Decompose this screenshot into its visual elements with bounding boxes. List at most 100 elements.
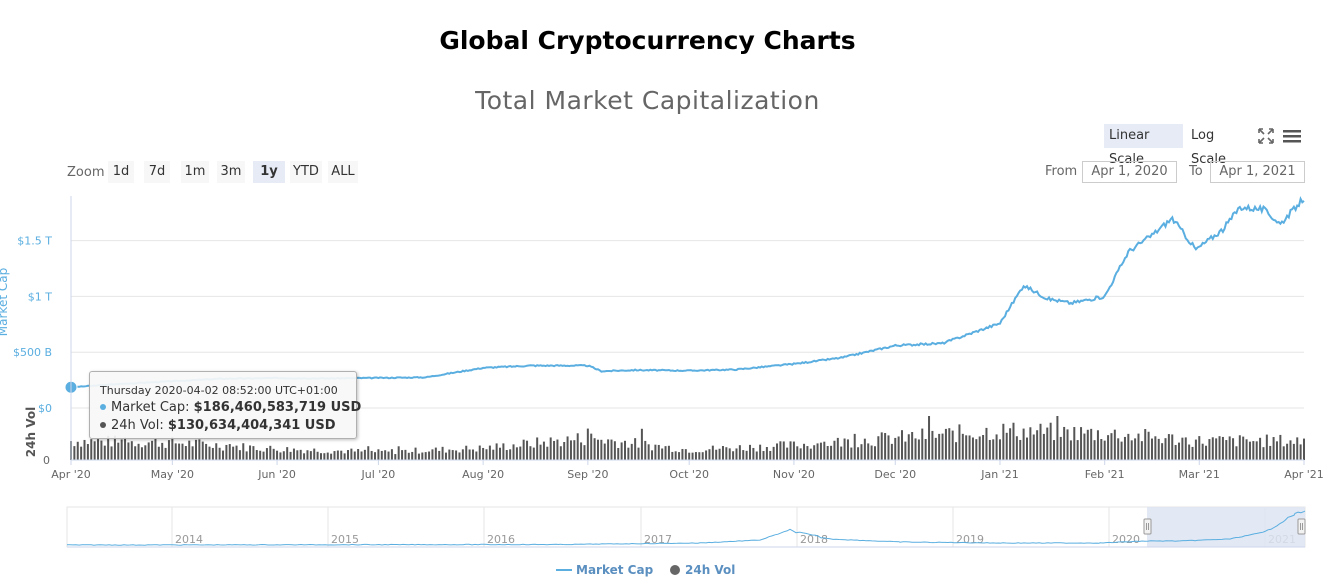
y-tick-label: $1 T xyxy=(28,290,52,303)
fullscreen-icon[interactable] xyxy=(1254,124,1278,148)
volume-bar xyxy=(542,441,545,460)
volume-bar xyxy=(401,450,404,460)
volume-bar xyxy=(742,450,745,460)
volume-bar xyxy=(1093,440,1096,460)
zoom-3m-button[interactable]: 3m xyxy=(217,161,245,183)
volume-bar xyxy=(387,451,390,460)
volume-bar xyxy=(1248,441,1251,460)
volume-bar xyxy=(1120,441,1123,460)
volume-bar xyxy=(651,450,654,460)
navigator-year-label: 2020 xyxy=(1112,533,1140,546)
volume-bar xyxy=(975,439,978,460)
data-tooltip: Thursday 2020-04-02 08:52:00 UTC+01:00 M… xyxy=(89,371,361,439)
volume-bar xyxy=(732,451,735,460)
volume-bar xyxy=(1245,439,1248,460)
tooltip-volume-value: $130,634,404,341 USD xyxy=(167,418,336,433)
legend-volume[interactable]: 24h Vol xyxy=(670,563,735,577)
tooltip-market-cap-value: $186,460,583,719 USD xyxy=(193,400,362,415)
volume-bar xyxy=(803,443,806,460)
zoom-1m-button[interactable]: 1m xyxy=(181,161,209,183)
volume-bar xyxy=(211,447,214,460)
navigator-right-handle[interactable] xyxy=(1297,518,1306,535)
volume-bar xyxy=(377,449,380,460)
volume-bar xyxy=(944,428,947,460)
volume-bar xyxy=(140,447,143,460)
volume-bar xyxy=(380,450,383,460)
volume-bar xyxy=(1056,416,1059,460)
volume-bar xyxy=(303,453,306,460)
volume-bar xyxy=(556,439,559,460)
volume-bar xyxy=(384,450,387,460)
volume-bar xyxy=(1080,427,1083,460)
volume-bar xyxy=(890,443,893,460)
volume-bar xyxy=(90,439,93,460)
linear-scale-button[interactable]: Linear Scale xyxy=(1104,124,1183,167)
volume-bar xyxy=(1262,447,1265,460)
volume-bar xyxy=(238,450,241,460)
volume-bar xyxy=(978,436,981,460)
legend-dot-icon xyxy=(670,564,680,575)
volume-bar xyxy=(1205,445,1208,460)
volume-bar xyxy=(424,452,427,460)
volume-bar xyxy=(184,446,187,460)
volume-bar xyxy=(1296,437,1299,460)
volume-bar xyxy=(813,445,816,460)
volume-bar xyxy=(563,442,566,460)
volume-bar xyxy=(637,447,640,460)
volume-bar xyxy=(292,448,295,460)
volume-bar xyxy=(519,446,522,460)
zoom-all-button[interactable]: ALL xyxy=(328,161,358,183)
volume-bar xyxy=(407,452,410,460)
volume-bar xyxy=(1279,434,1282,460)
volume-bar xyxy=(894,437,897,460)
page-heading: Global Cryptocurrency Charts xyxy=(439,26,856,55)
volume-bar xyxy=(985,427,988,460)
volume-bar xyxy=(1174,444,1177,460)
volume-bar xyxy=(799,448,802,460)
volume-bar xyxy=(833,440,836,460)
to-date-input[interactable]: Apr 1, 2021 xyxy=(1210,161,1305,183)
volume-bar xyxy=(1184,437,1187,460)
zoom-ytd-button[interactable]: YTD xyxy=(290,161,322,183)
volume-bar xyxy=(654,444,657,460)
from-date-input[interactable]: Apr 1, 2020 xyxy=(1082,161,1177,183)
volume-bar xyxy=(745,450,748,460)
volume-bar xyxy=(735,448,738,460)
volume-bar xyxy=(1225,440,1228,460)
volume-bar xyxy=(1191,446,1194,460)
volume-bar xyxy=(1242,436,1245,460)
volume-bar xyxy=(546,446,549,460)
volume-bar xyxy=(417,453,420,460)
volume-bar xyxy=(1289,440,1292,460)
volume-bar xyxy=(1012,422,1015,460)
volume-bar xyxy=(181,443,184,460)
volume-bar xyxy=(343,453,346,460)
volume-bar xyxy=(586,428,589,460)
to-label: To xyxy=(1189,164,1203,179)
zoom-1y-button[interactable]: 1y xyxy=(253,161,285,183)
legend-market-cap[interactable]: Market Cap xyxy=(556,563,653,577)
log-scale-button[interactable]: Log Scale xyxy=(1191,128,1226,167)
zoom-1d-button[interactable]: 1d xyxy=(108,161,134,183)
volume-bar xyxy=(1265,434,1268,460)
y-tick-label: $0 xyxy=(38,402,52,415)
zoom-label: Zoom xyxy=(67,165,105,180)
volume-bar xyxy=(201,441,204,460)
volume-bar xyxy=(1059,436,1062,460)
volume-bar xyxy=(590,433,593,460)
volume-bar xyxy=(674,451,677,460)
volume-bar xyxy=(313,448,316,460)
volume-bar xyxy=(431,449,434,460)
volume-bar xyxy=(134,446,137,460)
navigator-year-label: 2018 xyxy=(800,533,828,546)
zoom-7d-button[interactable]: 7d xyxy=(144,161,170,183)
y-tick-label: $1.5 T xyxy=(17,235,52,248)
tooltip-market-cap-row: Market Cap: $186,460,583,719 USD xyxy=(100,400,361,415)
menu-icon[interactable] xyxy=(1280,124,1304,148)
volume-bar xyxy=(826,445,829,460)
navigator-left-handle[interactable] xyxy=(1143,518,1152,535)
volume-bar xyxy=(840,446,843,460)
market-cap-line xyxy=(70,195,1305,389)
volume-bar xyxy=(725,447,728,460)
